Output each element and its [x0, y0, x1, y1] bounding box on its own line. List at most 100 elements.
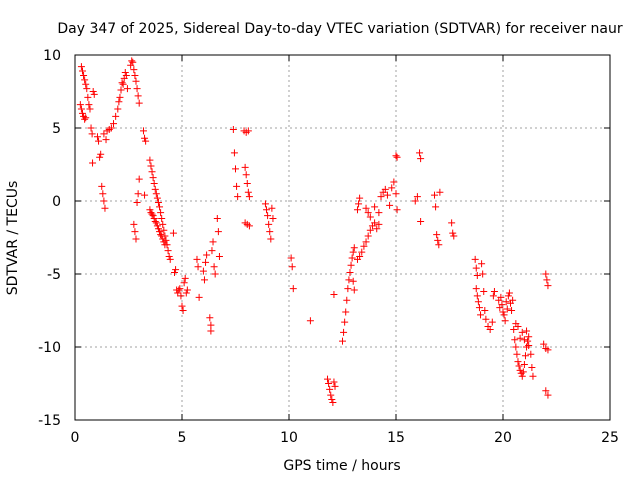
data-point — [413, 193, 421, 201]
data-point — [346, 269, 354, 277]
data-point — [89, 88, 97, 95]
data-point — [514, 323, 522, 331]
data-point — [76, 101, 84, 109]
data-markers — [76, 57, 552, 406]
data-point — [209, 238, 217, 246]
data-point — [503, 305, 511, 313]
data-point — [521, 352, 529, 360]
data-point — [96, 153, 104, 161]
data-point — [324, 375, 332, 383]
data-point — [345, 276, 353, 284]
data-point — [150, 215, 158, 223]
data-point — [490, 288, 498, 296]
y-tick-label: 5 — [52, 121, 61, 137]
data-point — [328, 396, 336, 404]
data-point — [343, 296, 351, 304]
y-tick-label: 0 — [52, 194, 61, 210]
data-point — [154, 225, 162, 233]
data-point — [77, 105, 85, 113]
data-point — [479, 270, 487, 278]
data-point — [152, 190, 160, 198]
chart-title: Day 347 of 2025, Sidereal Day-to-day VTE… — [57, 21, 623, 37]
data-point — [306, 317, 314, 325]
data-point — [207, 321, 215, 329]
data-point — [97, 150, 105, 158]
data-point — [528, 363, 536, 371]
data-point — [350, 244, 358, 252]
data-point — [392, 190, 400, 198]
data-point — [473, 292, 481, 300]
data-point — [393, 206, 401, 214]
data-point — [344, 285, 352, 293]
data-point — [472, 264, 480, 272]
data-point — [139, 127, 147, 135]
data-point — [131, 228, 139, 236]
data-point — [472, 285, 480, 293]
data-point — [390, 178, 398, 186]
y-tick-label: -15 — [38, 413, 61, 429]
data-point — [245, 222, 253, 230]
data-point — [203, 251, 211, 259]
data-point — [520, 361, 528, 369]
x-axis-label: GPS time / hours — [283, 458, 400, 474]
data-point — [158, 215, 166, 223]
data-point — [169, 229, 177, 237]
data-point — [520, 336, 528, 344]
data-point — [178, 302, 186, 310]
data-point — [132, 77, 140, 85]
x-tick-label: 5 — [178, 430, 187, 446]
data-point — [159, 220, 167, 228]
data-point — [215, 252, 223, 260]
data-point — [84, 93, 92, 101]
data-point — [544, 391, 552, 399]
data-point — [516, 334, 524, 342]
data-point — [540, 340, 548, 348]
data-point — [157, 209, 165, 217]
data-point — [269, 215, 277, 223]
data-point — [158, 232, 166, 240]
data-point — [130, 66, 138, 74]
data-point — [245, 193, 253, 201]
data-point — [211, 270, 219, 278]
plot-frame — [74, 54, 611, 421]
data-point — [202, 258, 210, 266]
data-point — [371, 219, 379, 227]
data-point — [146, 206, 154, 214]
data-point — [513, 350, 521, 358]
data-point — [210, 263, 218, 271]
data-point — [87, 124, 95, 132]
data-point — [83, 85, 91, 93]
data-point — [432, 203, 440, 211]
data-point — [118, 79, 126, 87]
data-point — [524, 337, 532, 345]
data-point — [100, 197, 108, 205]
data-point — [82, 114, 90, 122]
data-point — [199, 267, 207, 275]
data-point — [501, 317, 509, 325]
data-point — [165, 252, 173, 260]
data-point — [101, 204, 109, 212]
data-point — [264, 212, 272, 220]
x-tick-label: 20 — [494, 430, 512, 446]
data-point — [89, 159, 97, 167]
data-point — [481, 307, 489, 314]
data-point — [117, 86, 125, 94]
data-point — [288, 263, 296, 271]
x-tick-label: 0 — [71, 430, 80, 446]
data-point — [151, 217, 159, 225]
data-point — [518, 372, 526, 380]
data-point — [529, 372, 537, 380]
data-point — [86, 105, 94, 113]
data-point — [207, 327, 215, 335]
data-point — [366, 213, 374, 221]
data-point — [164, 247, 172, 255]
data-point — [243, 179, 251, 187]
data-point — [514, 358, 522, 366]
data-point — [172, 266, 180, 274]
data-point — [478, 260, 486, 268]
data-point — [543, 276, 551, 284]
data-point — [141, 191, 149, 199]
data-point — [505, 289, 513, 297]
data-point — [81, 76, 89, 84]
